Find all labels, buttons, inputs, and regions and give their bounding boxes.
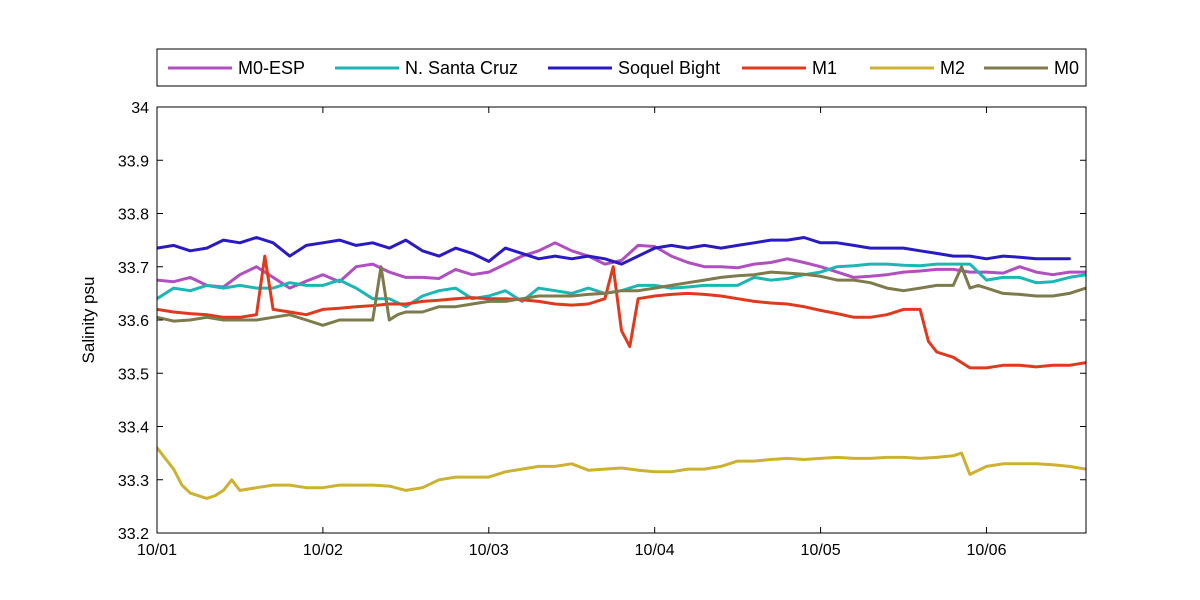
legend-label: N. Santa Cruz	[405, 58, 518, 78]
x-tick-label: 10/05	[801, 542, 841, 559]
series-line-m0	[157, 265, 1086, 327]
x-tick-label: 10/03	[469, 542, 509, 559]
y-axis-title: Salinity psu	[79, 277, 98, 364]
x-tick-label: 10/06	[966, 542, 1006, 559]
x-tick-label: 10/04	[635, 542, 675, 559]
series-line-m1	[157, 254, 1086, 370]
y-tick-label: 33.4	[118, 420, 149, 437]
axis-ticks: 33.2 33.3 33.4 33.5 33.6 33.7 33.8 33.9 34 10/01 1…	[118, 100, 1086, 559]
series-line-soquel-bight	[157, 236, 1071, 266]
y-tick-label: 33.7	[118, 260, 149, 277]
y-tick-label: 33.2	[118, 526, 149, 543]
y-tick-label: 33.6	[118, 313, 149, 330]
plot-area	[157, 236, 1086, 500]
legend-label: M2	[940, 58, 965, 78]
y-tick-label: 33.9	[118, 153, 149, 170]
legend: M0-ESP N. Santa Cruz Soquel Bight M1 M2 M0	[156, 48, 1087, 87]
series-line-m0-esp	[157, 241, 1086, 290]
x-tick-label: 10/01	[137, 542, 177, 559]
y-tick-label: 33.8	[118, 207, 149, 224]
x-tick-label: 10/02	[303, 542, 343, 559]
legend-label: Soquel Bight	[618, 58, 720, 78]
legend-label: M1	[812, 58, 837, 78]
legend-label: M0	[1054, 58, 1079, 78]
series-line-m2	[157, 446, 1086, 500]
y-tick-label: 34	[131, 100, 149, 117]
y-tick-label: 33.3	[118, 473, 149, 490]
y-tick-label: 33.5	[118, 366, 149, 383]
legend-label: M0-ESP	[238, 58, 305, 78]
